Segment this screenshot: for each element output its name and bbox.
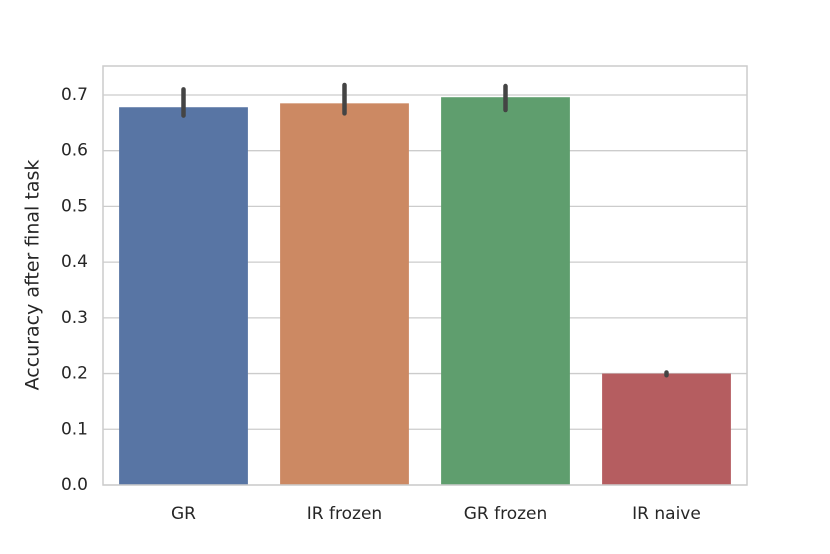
y-tick-label: 0.0 xyxy=(61,475,88,495)
plot-frame xyxy=(102,65,748,486)
bar xyxy=(441,97,570,486)
bar xyxy=(119,107,248,485)
y-tick-label: 0.3 xyxy=(61,308,88,328)
y-tick-label: 0.6 xyxy=(61,141,88,161)
y-axis-label: Accuracy after final task xyxy=(22,160,44,391)
x-tick-label: GR xyxy=(171,504,196,524)
x-tick-label: IR frozen xyxy=(307,504,382,524)
x-tick-label: GR frozen xyxy=(464,504,548,524)
y-tick-label: 0.7 xyxy=(61,85,88,105)
y-tick-label: 0.1 xyxy=(61,419,88,439)
y-tick-label: 0.5 xyxy=(61,196,88,216)
x-tick-label: IR naive xyxy=(632,504,701,524)
y-tick-label: 0.2 xyxy=(61,364,88,384)
bar xyxy=(280,103,409,485)
y-tick-label: 0.4 xyxy=(61,252,88,272)
bar xyxy=(602,373,731,485)
